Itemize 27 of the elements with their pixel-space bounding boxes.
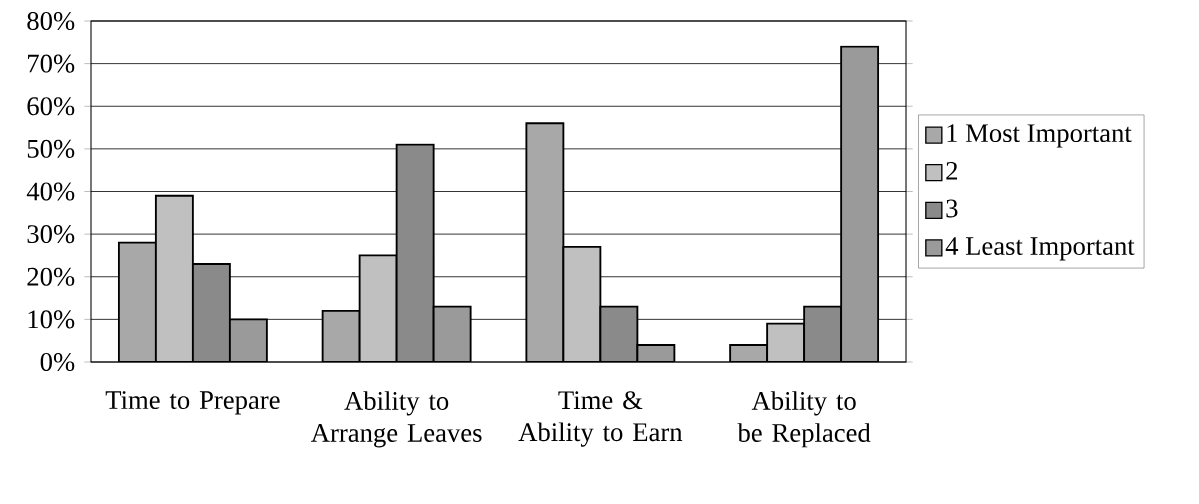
y-tick-label: 60% [27, 97, 75, 116]
y-tick-label: 80% [27, 11, 75, 31]
legend-label: 2 [946, 161, 958, 180]
x-tick-label: Time & Ability to Earn [518, 391, 683, 447]
x-tick-label: Time to Prepare [105, 391, 280, 415]
y-tick-label: 10% [28, 310, 75, 329]
y-tick-label: 30% [27, 225, 75, 244]
bar [191, 263, 231, 362]
legend-label: 3 [946, 199, 958, 218]
y-tick-label: 50% [27, 139, 75, 158]
bar [562, 245, 602, 362]
bar [395, 143, 435, 362]
legend-label: 1 Most Important [947, 124, 1132, 148]
bar [321, 309, 361, 362]
y-tick-label: 70% [28, 54, 75, 73]
x-tick-label: Ability to Arrange Leaves [311, 391, 482, 448]
bar [358, 254, 398, 362]
x-tick-label: Ability to be Replaced [737, 391, 871, 448]
legend-label: 4 Least Important [945, 237, 1135, 261]
y-tick-label: 0% [40, 352, 75, 372]
bar [803, 305, 843, 362]
bar [154, 194, 194, 362]
bar [117, 241, 157, 362]
bar [525, 122, 565, 362]
bar [599, 305, 639, 362]
y-tick-label: 40% [26, 182, 75, 201]
y-tick-label: 20% [27, 267, 75, 286]
